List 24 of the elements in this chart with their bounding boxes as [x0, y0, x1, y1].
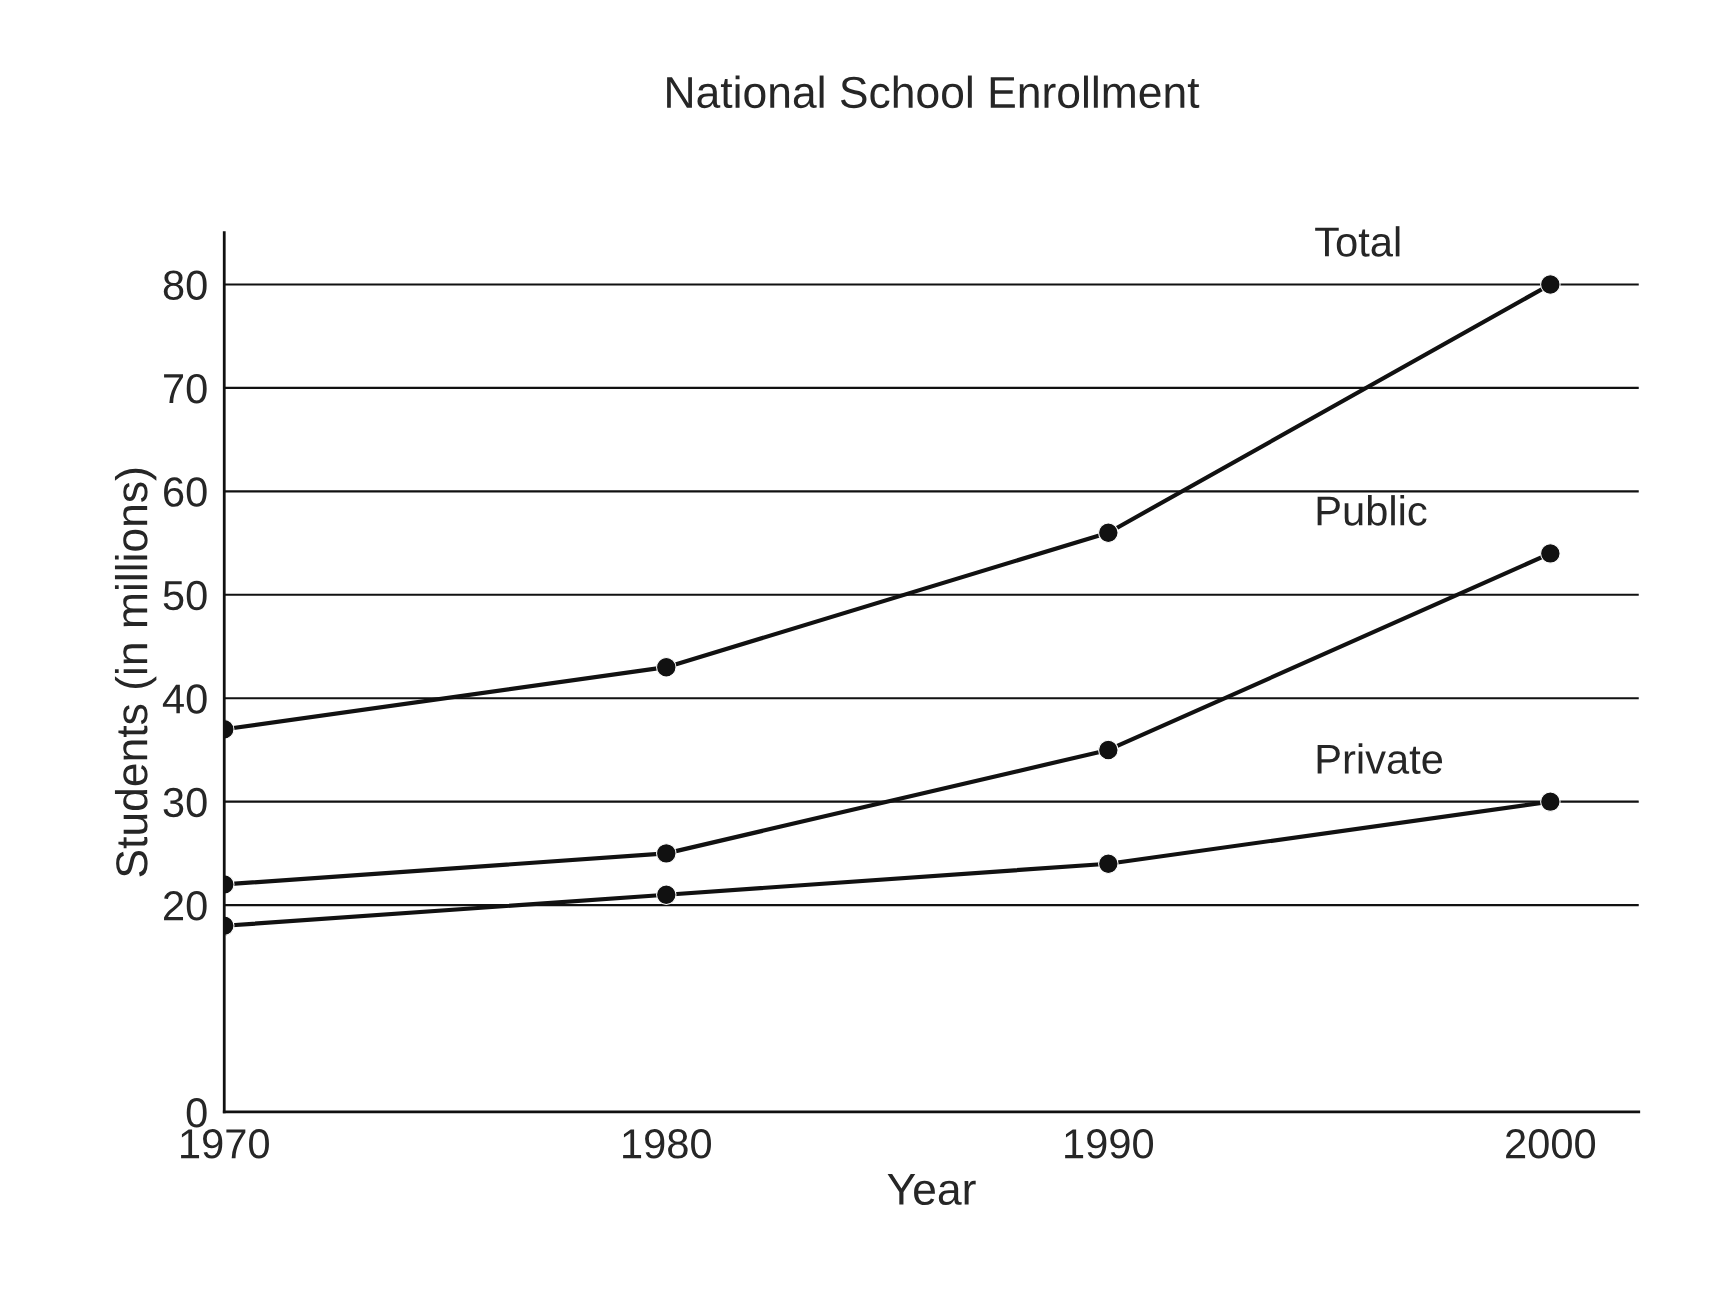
- y-tick-label: 50: [163, 580, 207, 611]
- y-tick-label: 60: [164, 477, 207, 507]
- x-axis-title: Year: [887, 1173, 976, 1205]
- y-tick-label: 30: [163, 787, 207, 818]
- x-tick-label: 2000: [1506, 1129, 1596, 1159]
- y-tick-label: 0: [186, 1097, 207, 1128]
- y-tick-label: 70: [164, 373, 207, 404]
- text: Total: [1315, 226, 1400, 257]
- point: [1540, 274, 1561, 295]
- y-tick-label: 80: [163, 270, 207, 300]
- x-tick-label: 1990: [1065, 1129, 1154, 1159]
- y-tick-label: 40: [162, 684, 207, 714]
- x-tick-label: 1970: [181, 1129, 269, 1159]
- chart-title: National School Enrollment: [667, 75, 1200, 109]
- y-axis-title: Students (in millions): [114, 468, 157, 877]
- point: [1098, 853, 1119, 874]
- series-label: Public: [1317, 495, 1427, 526]
- point: [1098, 522, 1119, 543]
- y-tick-label: 20: [164, 891, 207, 921]
- series-label: Private: [1317, 743, 1443, 774]
- point: [1540, 791, 1561, 812]
- point: [1098, 739, 1119, 761]
- point: [1540, 543, 1561, 564]
- x-tick-label: 1980: [623, 1129, 711, 1159]
